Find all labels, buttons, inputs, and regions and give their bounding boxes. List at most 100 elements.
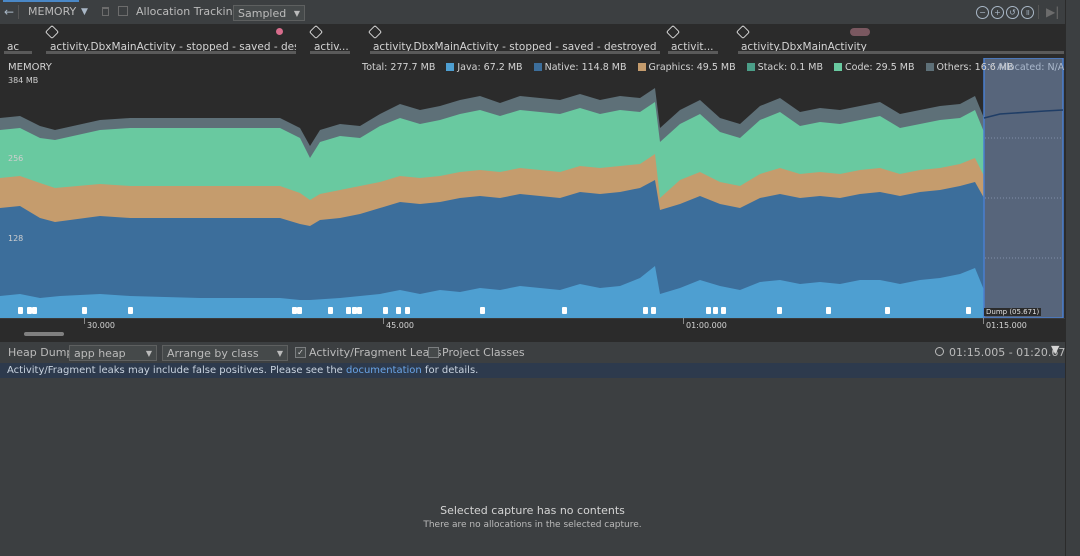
allocation-tracking-label: Allocation Tracking [136,5,240,18]
gc-icon [706,307,711,314]
activity-lifetime-bar [310,51,350,54]
activity-lifetime-bar [668,51,718,54]
gc-icon [297,307,302,314]
gc-icon [128,307,133,314]
allocated-label: Allocated: N/A [988,62,1064,73]
activity-event-label[interactable]: ac [7,41,20,53]
heap-dump-icon[interactable] [118,6,128,16]
clock-icon [935,347,944,356]
arrange-select[interactable]: Arrange by class ▼ [162,345,288,361]
legend-swatch-java [446,63,455,71]
selected-capture-range [983,57,1064,319]
documentation-link[interactable]: documentation [346,365,422,376]
trash-icon[interactable] [102,7,109,16]
allocation-mode-select[interactable]: Sampled ▼ [233,5,305,21]
chevron-down-icon: ▼ [145,349,152,358]
banner-text-before: Activity/Fragment leaks may include fals… [7,365,346,376]
zoom-in-icon[interactable]: + [991,6,1004,19]
time-tick-label: 45.000 [386,321,414,330]
legend-swatch-code [834,63,843,71]
tick-mark [383,318,384,324]
heap-dump-toolbar [0,341,1065,364]
project-classes-checkbox[interactable] [428,347,439,358]
y-axis-mid-label: 256 [8,154,24,163]
pause-icon[interactable]: ॥ [1021,6,1034,19]
gc-event-markers [18,307,971,314]
chevron-down-icon: ▼ [293,9,300,18]
empty-state-title: Selected capture has no contents [440,504,625,517]
leaks-checkbox-label[interactable]: Activity/Fragment Leaks [309,346,442,359]
gc-icon [480,307,485,314]
legend-stack: Stack: 0.1 MB [757,62,824,73]
memory-chart[interactable] [0,57,1065,319]
profiler-name[interactable]: MEMORY [28,5,77,18]
heap-dump-label: Heap Dump [8,346,74,359]
touch-event-icon[interactable] [850,28,870,36]
divider [18,5,19,19]
legend-total: Total: 277.7 MB [362,62,436,73]
tick-mark [683,318,684,324]
banner-text-after: for details. [421,365,479,376]
zoom-out-icon[interactable]: − [976,6,989,19]
heap-select-value: app heap [74,347,126,360]
activity-lifetime-bar [46,51,296,54]
activity-event-label[interactable]: activ... [314,41,349,53]
gc-icon [885,307,890,314]
gc-icon [27,307,32,314]
tick-mark [84,318,85,324]
touch-event-icon[interactable] [276,28,283,35]
legend-swatch-graphics [637,63,646,71]
gc-icon [405,307,410,314]
go-live-icon[interactable]: ▶| [1046,5,1060,19]
arrange-select-value: Arrange by class [167,347,259,360]
activity-lifetime-bar [738,51,1064,54]
timeline-scrollbar-thumb[interactable] [24,332,64,336]
vertical-scrollbar[interactable] [1065,0,1080,556]
java-area [0,266,984,318]
y-axis-low-label: 128 [8,234,24,243]
gc-icon [396,307,401,314]
gc-icon [562,307,567,314]
divider [1038,5,1039,19]
time-tick-label: 01:00.000 [686,321,727,330]
gc-icon [826,307,831,314]
leaks-checkbox[interactable]: ✓ [295,347,306,358]
gc-icon [383,307,388,314]
tick-mark [983,318,984,324]
capture-time-range: 01:15.005 - 01:20.677 [949,346,1073,359]
gc-icon [18,307,23,314]
legend-code: Code: 29.5 MB [845,62,915,73]
legend-others: Others: 16.6 MB [936,62,1014,73]
dump-tooltip: Dump (05.671) [984,308,1042,316]
native-area [0,180,984,318]
allocated-line [983,109,1064,119]
activity-event-label[interactable]: activit... [671,41,714,53]
legend-swatch-stack [746,63,755,71]
activity-event-label[interactable]: activity.DbxMainActivity [741,41,867,53]
y-axis-top-label: 384 MB [8,76,39,85]
back-arrow-icon[interactable]: ← [4,5,15,19]
chevron-down-icon: ▼ [276,349,283,358]
gc-icon [82,307,87,314]
gc-icon [713,307,718,314]
project-classes-label[interactable]: Project Classes [442,346,525,359]
gc-icon [777,307,782,314]
activity-event-label[interactable]: activity.DbxMainActivity - stopped - sav… [50,41,296,53]
legend-graphics: Graphics: 49.5 MB [648,62,736,73]
chevron-down-icon[interactable]: ▼ [81,7,88,17]
legend-java: Java: 67.2 MB [457,62,523,73]
gc-icon [966,307,971,314]
memory-stacked-area [0,57,1064,319]
gc-icon [357,307,362,314]
empty-state-subtitle: There are no allocations in the selected… [423,520,642,530]
reset-zoom-icon[interactable]: ↺ [1006,6,1019,19]
activity-lifetime-bar [370,51,660,54]
legend-swatch-others [925,63,934,71]
activity-event-label[interactable]: activity.DbxMainActivity - stopped - sav… [373,41,657,53]
allocated-value: Allocated: N/A [997,62,1065,73]
time-axis[interactable] [0,318,1065,341]
filter-icon[interactable]: ▼ [1051,343,1060,356]
gc-icon [32,307,37,314]
gc-icon [651,307,656,314]
heap-select[interactable]: app heap ▼ [69,345,157,361]
